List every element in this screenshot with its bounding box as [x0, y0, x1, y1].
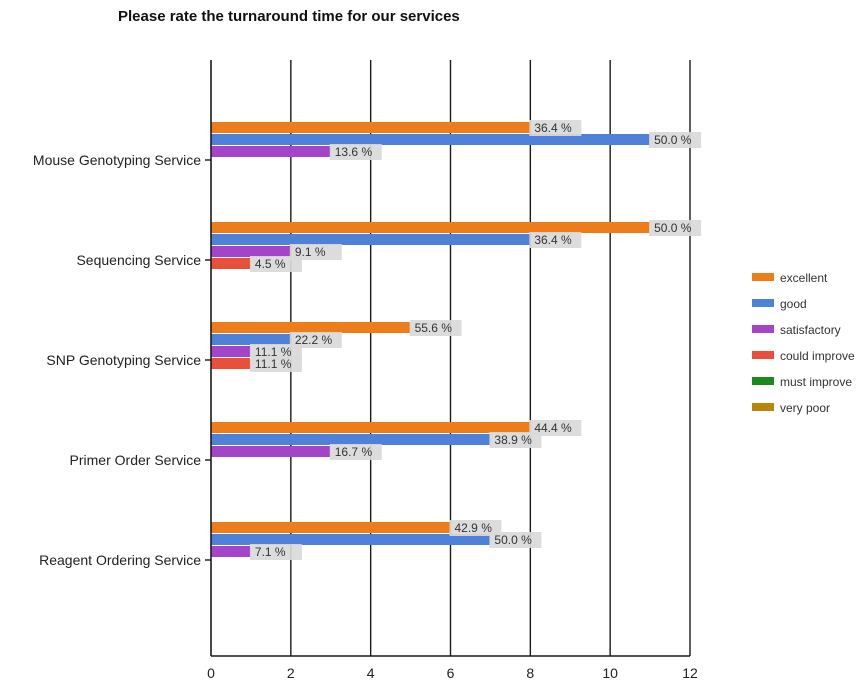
bar: [211, 434, 491, 445]
data-label-box: [489, 532, 542, 548]
bar: [211, 146, 331, 157]
data-label-box: [489, 432, 542, 448]
bar: [211, 322, 411, 333]
bar: [211, 258, 251, 269]
x-tick-label: 10: [602, 665, 618, 681]
bar: [211, 522, 451, 533]
data-label-box: [409, 320, 462, 336]
legend-swatch: [752, 351, 774, 359]
data-label: 36.4 %: [534, 121, 572, 135]
x-tick-label: 2: [287, 665, 295, 681]
legend-label: very poor: [780, 401, 830, 415]
bar: [211, 246, 291, 257]
data-label-box: [529, 232, 582, 248]
data-label-box: [249, 544, 302, 560]
data-label-box: [529, 420, 582, 436]
data-label-box: [249, 256, 302, 272]
legend-swatch: [752, 377, 774, 385]
bar: [211, 546, 251, 557]
data-label-box: [649, 220, 702, 236]
data-labels-layer: 36.4 % 50.0 % 13.6 % 50.0 % 36.4 % 9.1 % 4.5 %…: [249, 120, 702, 560]
data-label: 50.0 %: [654, 133, 692, 147]
legend-swatch: [752, 299, 774, 307]
legend-label: satisfactory: [780, 323, 841, 337]
legend: excellent good satisfactory could improve mu…: [752, 271, 855, 415]
bar: [211, 134, 651, 145]
data-label: 44.4 %: [534, 421, 572, 435]
legend-label: good: [780, 297, 807, 311]
legend-swatch: [752, 273, 774, 281]
data-label: 42.9 %: [455, 521, 493, 535]
data-label-box: [249, 356, 302, 372]
x-tick-label: 8: [526, 665, 534, 681]
data-label: 11.1 %: [255, 345, 292, 359]
category-label: SNP Genotyping Service: [46, 352, 201, 368]
data-label: 22.2 %: [295, 333, 333, 347]
legend-swatch: [752, 325, 774, 333]
legend-label: must improve: [780, 375, 852, 389]
data-label: 36.4 %: [534, 233, 572, 247]
x-tick-label: 12: [682, 665, 698, 681]
category-label: Primer Order Service: [70, 452, 202, 468]
x-tick-label: 0: [207, 665, 215, 681]
data-label-box: [329, 144, 382, 160]
bar: [211, 446, 331, 457]
axis-layer: 0 2 4 6 8 10 12 Mouse Genotyping Service Sequenc…: [33, 60, 698, 681]
data-label: 4.5 %: [255, 257, 286, 271]
data-label: 50.0 %: [654, 221, 692, 235]
legend-label: excellent: [780, 271, 828, 285]
data-label: 50.0 %: [494, 533, 532, 547]
bar: [211, 358, 251, 369]
data-label-box: [649, 132, 702, 148]
bar: [211, 534, 491, 545]
legend-label: could improve: [780, 349, 855, 363]
data-label: 55.6 %: [415, 321, 453, 335]
category-label: Reagent Ordering Service: [39, 552, 201, 568]
x-tick-label: 4: [367, 665, 375, 681]
data-label: 38.9 %: [494, 433, 532, 447]
data-label: 16.7 %: [335, 445, 373, 459]
data-label-box: [449, 520, 502, 536]
bar: [211, 334, 291, 345]
category-label: Mouse Genotyping Service: [33, 152, 201, 168]
chart-title: Please rate the turnaround time for our …: [118, 8, 460, 25]
data-label: 7.1 %: [255, 545, 286, 559]
data-label-box: [289, 244, 342, 260]
data-label-box: [289, 332, 342, 348]
bar: [211, 234, 531, 245]
category-label: Sequencing Service: [76, 252, 201, 268]
legend-swatch: [752, 403, 774, 411]
bar: [211, 422, 531, 433]
data-label: 9.1 %: [295, 245, 326, 259]
bar: [211, 346, 251, 357]
bar: [211, 122, 531, 133]
x-tick-label: 6: [447, 665, 455, 681]
data-label: 11.1 %: [255, 357, 292, 371]
bars-layer: [211, 122, 651, 557]
bar: [211, 222, 651, 233]
data-label-box: [529, 120, 582, 136]
data-label: 13.6 %: [335, 145, 373, 159]
data-label-box: [329, 444, 382, 460]
